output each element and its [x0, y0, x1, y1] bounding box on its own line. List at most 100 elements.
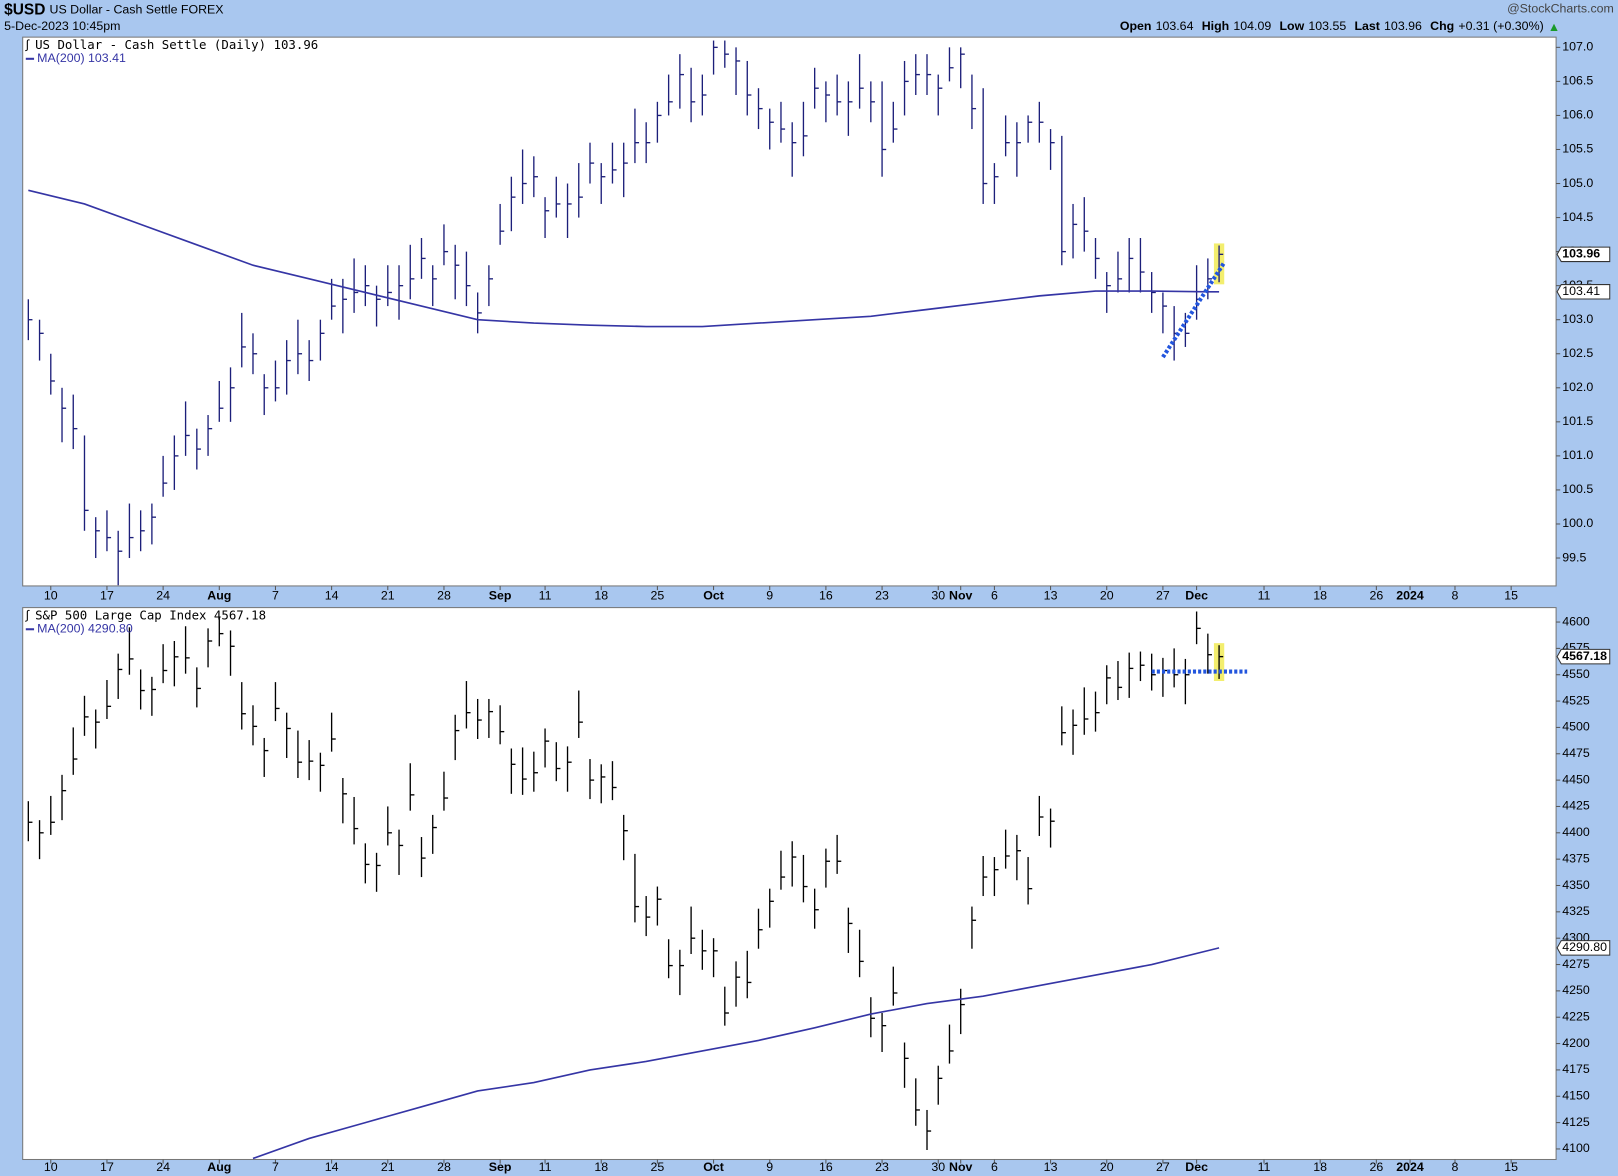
x-tick-label: 11	[539, 589, 552, 603]
source: @StockCharts.com	[1507, 2, 1614, 16]
legend-ma: MA(200) 4290.80	[37, 622, 133, 636]
x-tick-label: 27	[1156, 589, 1170, 603]
symbol-line: $USD US Dollar - Cash Settle FOREX	[4, 1, 223, 18]
y-tick-label: 103.0	[1562, 312, 1593, 326]
legend-ma: MA(200) 103.41	[37, 51, 126, 65]
x-tick-label: 25	[651, 589, 665, 603]
x-tick-label: Oct	[703, 589, 724, 603]
x-tick-label: 15	[1504, 589, 1518, 603]
x-tick-label: Oct	[703, 1160, 724, 1174]
y-tick-label: 104.5	[1562, 210, 1593, 224]
symbol: $USD	[4, 1, 45, 18]
x-tick-label: 11	[539, 1160, 552, 1174]
y-tick-label: 4200	[1562, 1036, 1590, 1050]
quote-value: 104.09	[1233, 19, 1271, 33]
y-tick-label: 107.0	[1562, 40, 1593, 54]
x-tick-label: 21	[381, 589, 395, 603]
x-tick-label: 24	[156, 589, 170, 603]
y-tick-label: 4225	[1562, 1009, 1590, 1023]
x-tick-label: 17	[100, 1160, 114, 1174]
x-tick-label: 23	[875, 1160, 889, 1174]
y-tick-label: 106.0	[1562, 108, 1593, 122]
x-tick-label: 18	[594, 1160, 608, 1174]
moving-average	[28, 189, 1220, 328]
x-tick-label: 28	[437, 1160, 451, 1174]
x-tick-label: 15	[1504, 1160, 1518, 1174]
value-box	[1556, 648, 1611, 665]
y-tick-label: 4450	[1562, 772, 1590, 786]
direction-arrow: ▲	[1548, 20, 1560, 34]
value-box	[1556, 284, 1611, 300]
quote-label: High	[1202, 19, 1230, 33]
panel	[22, 36, 1557, 587]
legend-title: S&P 500 Large Cap Index 4567.18	[35, 608, 266, 622]
y-tick-label: 4400	[1562, 825, 1590, 839]
x-tick-label: 20	[1100, 589, 1114, 603]
x-tick-label: 23	[875, 589, 889, 603]
y-tick-label: 105.5	[1562, 142, 1593, 156]
x-tick-label: 30	[931, 589, 945, 603]
y-tick-label: 99.5	[1562, 550, 1586, 564]
x-tick-label: 25	[651, 1160, 665, 1174]
x-tick-label: 21	[381, 1160, 395, 1174]
value-box-label: 4290.80	[1562, 940, 1607, 954]
quote-value: +0.31 (+0.30%)	[1458, 19, 1543, 33]
x-tick-label: 9	[766, 589, 773, 603]
y-tick-label: 4425	[1562, 799, 1590, 813]
y-tick-label: 100.5	[1562, 482, 1593, 496]
x-tick-label: Dec	[1185, 1160, 1208, 1174]
x-tick-label: 8	[1452, 589, 1459, 603]
y-tick-label: 4175	[1562, 1062, 1590, 1076]
y-tick-label: 4525	[1562, 693, 1590, 707]
x-tick-label: 26	[1369, 589, 1383, 603]
x-tick-label: 6	[991, 589, 998, 603]
y-tick-label: 4500	[1562, 720, 1590, 734]
x-tick-label: 14	[325, 589, 339, 603]
x-tick-label: 20	[1100, 1160, 1114, 1174]
x-tick-label: 11	[1258, 589, 1271, 603]
legend-title: US Dollar - Cash Settle (Daily) 103.96	[35, 38, 318, 52]
x-tick-label: 26	[1369, 1160, 1383, 1174]
y-tick-label: 105.0	[1562, 176, 1593, 190]
x-tick-label: 11	[1258, 1160, 1271, 1174]
quote-label: Chg	[1430, 19, 1454, 33]
x-tick-label: 18	[1313, 1160, 1327, 1174]
symbol-name: US Dollar - Cash Settle FOREX	[50, 3, 224, 17]
x-tick-label: 6	[991, 1160, 998, 1174]
y-tick-label: 4325	[1562, 904, 1590, 918]
x-tick-label: 13	[1044, 589, 1058, 603]
x-tick-label: 10	[44, 589, 58, 603]
value-box-label: 4567.18	[1562, 649, 1607, 663]
x-tick-label: Aug	[207, 589, 231, 603]
x-tick-label: 18	[1313, 589, 1327, 603]
value-box-label: 103.41	[1562, 284, 1600, 298]
datetime: 5-Dec-2023 10:45pm	[4, 19, 120, 33]
x-tick-label: 10	[44, 1160, 58, 1174]
x-tick-label: Sep	[489, 1160, 512, 1174]
trendline	[1161, 260, 1227, 359]
y-tick-label: 4350	[1562, 878, 1590, 892]
panel	[22, 607, 1557, 1161]
y-tick-label: 4475	[1562, 746, 1590, 760]
quote: Open 103.64 High 104.09 Low 103.55 Last 103.96 C…	[1120, 19, 1544, 33]
y-tick-label: 4125	[1562, 1115, 1590, 1129]
y-tick-label: 4250	[1562, 983, 1590, 997]
x-tick-label: 16	[819, 1160, 833, 1174]
value-box-label: 103.96	[1562, 247, 1600, 261]
x-tick-label: Sep	[489, 589, 512, 603]
value-box	[1556, 246, 1611, 263]
x-tick-label: 27	[1156, 1160, 1170, 1174]
x-tick-label: 16	[819, 589, 833, 603]
x-tick-label: 14	[325, 1160, 339, 1174]
quote-value: 103.64	[1156, 19, 1194, 33]
x-tick-label: 2024	[1396, 589, 1424, 603]
y-tick-label: 4375	[1562, 851, 1590, 865]
y-tick-label: 4600	[1562, 614, 1590, 628]
x-tick-label: 18	[594, 589, 608, 603]
y-tick-label: 100.0	[1562, 516, 1593, 530]
x-tick-label: 17	[100, 589, 114, 603]
moving-average	[252, 947, 1220, 1160]
quote-label: Last	[1354, 19, 1379, 33]
